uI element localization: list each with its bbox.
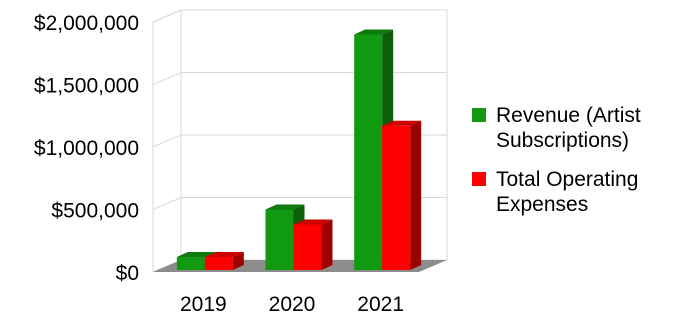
- legend-swatch: [472, 172, 486, 186]
- y-tick-label-3: $1,500,000: [34, 75, 139, 98]
- bar-top: [354, 29, 394, 35]
- x-axis-categories: 2019 2020 2021: [180, 293, 404, 316]
- bar-top: [176, 252, 216, 257]
- bar-front: [204, 257, 233, 270]
- legend-label: Total Operating Expenses: [496, 168, 638, 216]
- legend-label-line: Total Operating: [496, 168, 638, 191]
- bar-front: [382, 125, 411, 270]
- y-tick-label-2: $1,000,000: [34, 137, 139, 160]
- bar-top: [293, 219, 333, 225]
- gridline-4: [152, 9, 447, 23]
- legend-label-line: Revenue (Artist: [496, 104, 641, 127]
- legend-entry-revenue: Revenue (Artist Subscriptions): [472, 104, 641, 152]
- bar-front: [265, 209, 294, 270]
- bar-top: [204, 252, 244, 257]
- bars: [176, 29, 422, 270]
- bar-2019-expenses: [204, 252, 244, 270]
- bar-front: [293, 224, 322, 270]
- bar-side: [321, 219, 333, 270]
- x-tick-label-2019: 2019: [180, 293, 227, 316]
- legend-label-line: Expenses: [496, 193, 588, 216]
- legend-label: Revenue (Artist Subscriptions): [496, 104, 641, 152]
- y-axis-ticks: $0 $500,000 $1,000,000 $1,500,000 $2,000,000: [34, 12, 139, 285]
- x-tick-label-2020: 2020: [269, 293, 316, 316]
- legend-swatch: [472, 108, 486, 122]
- bar-front: [354, 34, 383, 270]
- bar-top: [265, 204, 305, 210]
- legend-label-line: Subscriptions): [496, 129, 629, 152]
- bar-2020-expenses: [293, 219, 333, 270]
- bar-side: [232, 252, 244, 270]
- bar-top: [382, 120, 422, 126]
- y-tick-label-4: $2,000,000: [34, 12, 139, 35]
- bar-front: [176, 257, 205, 270]
- x-tick-label-2021: 2021: [357, 293, 404, 316]
- bar-side: [410, 120, 422, 270]
- y-tick-label-1: $500,000: [51, 200, 139, 223]
- legend-entry-expenses: Total Operating Expenses: [472, 168, 638, 216]
- bar-2021-expenses: [382, 120, 422, 270]
- y-tick-label-0: $0: [116, 262, 139, 285]
- legend: Revenue (Artist Subscriptions) Total Opera…: [472, 104, 641, 216]
